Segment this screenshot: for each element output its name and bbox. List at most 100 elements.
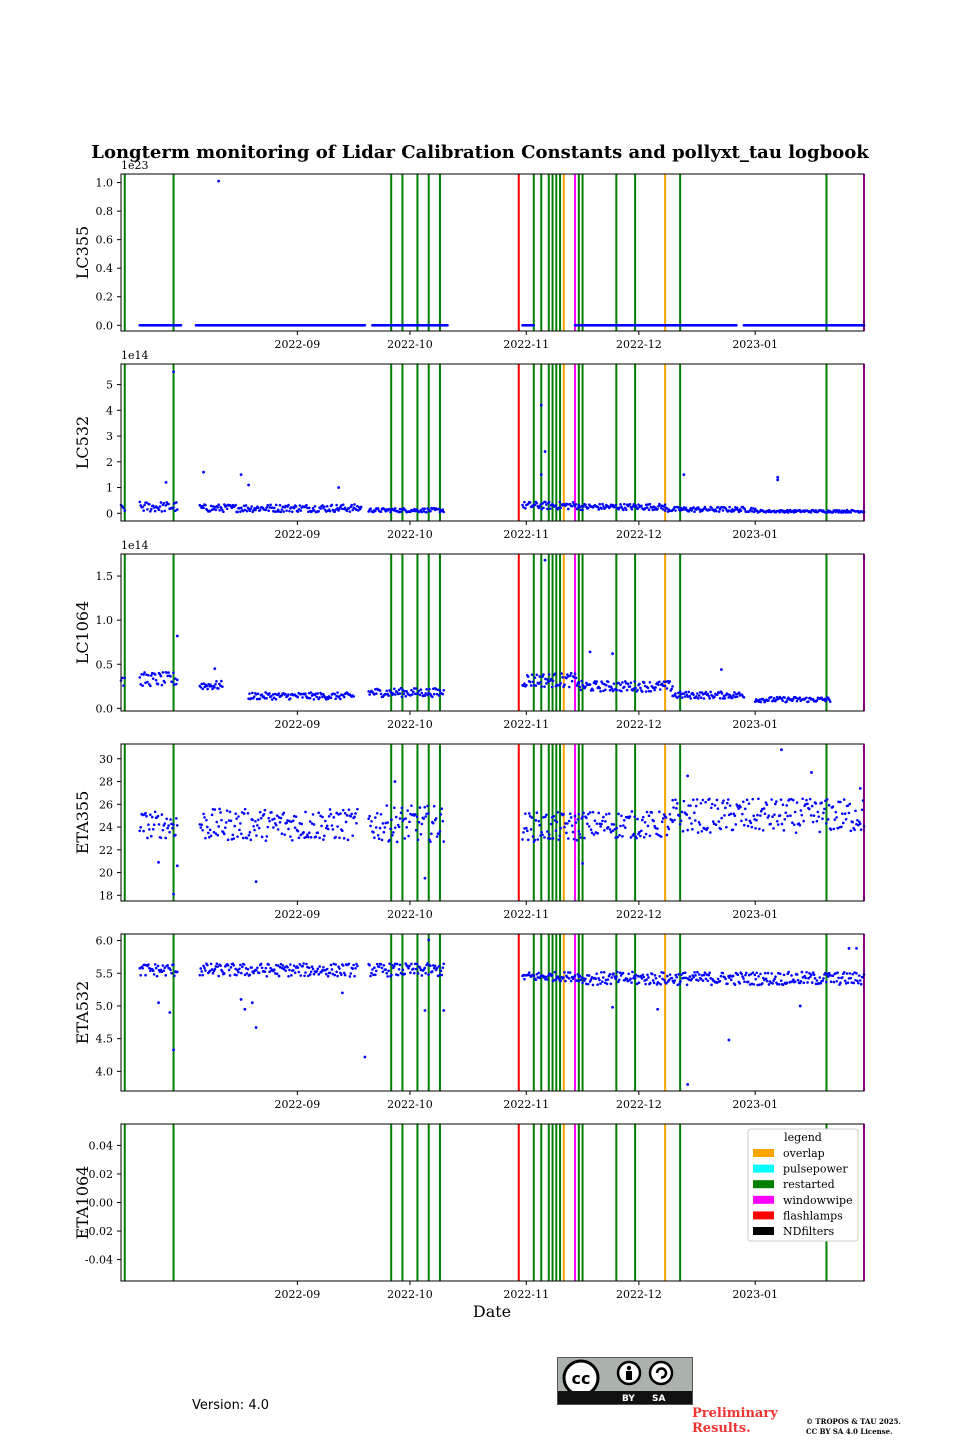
panel-eta355-data-point <box>388 838 391 842</box>
panel-lc1064-data-point <box>692 693 695 696</box>
panel-eta532-data-point <box>204 969 207 972</box>
panel-lc532-data-point <box>776 478 780 482</box>
panel-lc1064-data-point <box>399 686 403 690</box>
panel-eta355-data-point <box>152 823 156 826</box>
panel-eta532-data-point <box>546 974 550 978</box>
panel-eta532-data-point <box>440 973 444 977</box>
panel-lc532-data-point <box>442 510 446 514</box>
panel-eta355-data-point <box>429 840 432 844</box>
panel-lc1064-data-point <box>546 680 550 684</box>
panel-eta355-data-point <box>587 825 591 828</box>
panel-eta532-data-point <box>742 977 745 980</box>
panel-lc1064-data-point <box>540 685 543 688</box>
cc-label-bar: BY SA <box>558 1391 692 1404</box>
panel-lc1064-data-point <box>561 676 564 679</box>
panel-eta532-data-point <box>556 975 560 978</box>
panel-eta532-data-point <box>393 964 396 968</box>
panel-eta532-data-point <box>744 973 747 977</box>
panel-eta355-data-point <box>287 827 290 831</box>
panel-eta355-data-point <box>840 825 843 829</box>
panel-lc1064-data-point <box>567 685 571 689</box>
panel-eta355-data-point <box>574 821 578 824</box>
panel-eta355-data-point <box>783 817 787 821</box>
panel-eta355-data-point <box>749 821 753 825</box>
panel-lc532-data-point <box>250 505 254 508</box>
panel-eta355-data-point <box>559 826 562 830</box>
panel-lc355-xtick-label: 2022-09 <box>275 338 321 351</box>
panel-eta355-data-point <box>138 829 142 833</box>
panel-eta532-data-point <box>849 976 853 980</box>
panel-eta532-data-point <box>276 964 280 967</box>
panel-eta532-data-point <box>662 971 665 975</box>
panel-eta355-data-point <box>555 820 559 824</box>
panel-eta532-data-point <box>312 972 316 976</box>
panel-lc1064-data-point <box>123 676 127 680</box>
panel-eta355-data-point <box>355 822 358 825</box>
panel-eta532-data-point <box>802 981 806 985</box>
panel-eta532-data-point <box>652 981 656 985</box>
panel-eta532-data-point <box>821 979 824 983</box>
panel-eta355-data-point <box>264 839 268 842</box>
panel-eta355-data-point <box>567 837 570 840</box>
panel-eta355-data-point <box>623 826 627 829</box>
panel-eta532-ytick-label: 4.5 <box>96 1033 114 1046</box>
panel-eta532-data-point <box>781 983 785 987</box>
panel-lc1064-data-point <box>695 695 698 698</box>
panel-lc532-data-point <box>321 504 324 507</box>
legend-swatch-pulsepower <box>753 1164 774 1173</box>
panel-eta355-data-point <box>832 827 836 831</box>
panel-eta355-data-point <box>658 810 661 813</box>
panel-lc1064-data-point <box>807 700 810 703</box>
panel-eta532-data-point <box>413 962 417 966</box>
panel-lc1064-data-point <box>798 696 802 699</box>
panel-eta355-data-point <box>857 820 861 824</box>
panel-eta355-data-point <box>680 810 684 814</box>
panel-eta355-data-point <box>521 838 524 841</box>
panel-eta355-data-point <box>670 818 673 822</box>
panel-eta532-data-point <box>599 982 602 985</box>
panel-eta532-data-point <box>390 973 393 977</box>
panel-eta355-data-point <box>356 807 359 811</box>
panel-eta532-data-point <box>733 983 737 986</box>
panel-eta355-data-point <box>834 810 838 814</box>
panel-eta532-data-point <box>685 983 689 987</box>
panel-eta532-data-point <box>591 983 595 987</box>
panel-eta355-data-point <box>693 811 696 815</box>
panel-eta355-data-point <box>344 820 348 824</box>
panel-eta532-data-point <box>815 979 819 982</box>
panel-lc1064-data-point <box>598 686 601 690</box>
panel-eta532-data-point <box>635 982 639 986</box>
panel-eta355-data-point <box>246 812 250 815</box>
panel-lc532-data-point <box>335 503 338 507</box>
panel-eta355-data-point <box>791 798 795 802</box>
panel-eta532-data-point <box>255 969 258 972</box>
panel-eta355-data-point <box>604 820 607 823</box>
panel-eta532-data-point <box>237 970 240 974</box>
panel-lc532-data-point <box>727 509 730 512</box>
panel-lc532-data-point <box>798 508 801 512</box>
panel-eta355-data-point <box>417 820 421 824</box>
panel-lc1064-data-point <box>529 684 533 687</box>
panel-eta532-data-point <box>727 1038 731 1042</box>
panel-eta532-data-point <box>317 973 321 976</box>
panel-eta355-data-point <box>665 833 669 837</box>
panel-eta355-data-point <box>139 825 143 829</box>
panel-lc532-data-point <box>298 504 302 507</box>
panel-lc1064-data-point <box>671 685 674 688</box>
panel-eta532-data-point <box>697 979 700 982</box>
panel-eta355-data-point <box>341 829 344 833</box>
panel-lc532-data-point <box>266 503 270 507</box>
panel-eta532-data-point <box>325 967 329 971</box>
panel-eta532-data-point <box>754 977 758 981</box>
panel-eta355-data-point <box>720 816 723 820</box>
panel-eta355-data-point <box>256 824 259 827</box>
panel-lc1064-data-point <box>580 679 583 683</box>
panel-eta355-data-point <box>831 805 835 809</box>
panel-lc532-data-point <box>367 510 370 513</box>
panel-lc532-data-point <box>682 473 686 477</box>
panel-lc1064-data-point <box>718 697 722 700</box>
panel-eta355-data-point <box>434 817 438 820</box>
panel-eta532-data-point <box>310 965 314 969</box>
panel-lc355-xtick-label: 2022-10 <box>387 338 433 351</box>
panel-lc532-data-point <box>425 510 428 514</box>
